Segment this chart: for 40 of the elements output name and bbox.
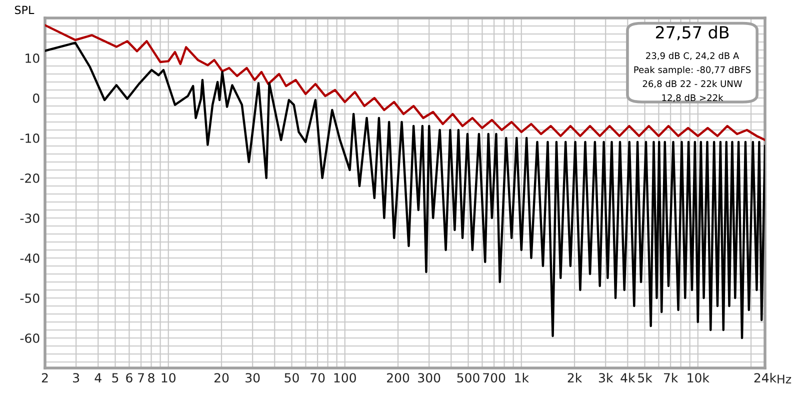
y-tick-label: 10 — [26, 53, 40, 63]
y-tick-label: -10 — [20, 133, 40, 143]
x-tick-label: 100 — [334, 373, 356, 383]
x-tick-label: 70 — [310, 373, 325, 383]
x-tick-label: 5k — [638, 372, 652, 383]
x-tick-label: 10 — [162, 373, 176, 383]
x-tick-label: 2 — [42, 373, 48, 382]
x-tick-label: 50 — [284, 373, 299, 383]
x-tick-label: 30 — [246, 373, 260, 383]
x-tick-label: 3k — [598, 372, 614, 383]
y-tick-label: -50 — [20, 293, 40, 303]
x-tick-label: 6 — [126, 373, 132, 383]
y-axis-title: SPL — [14, 6, 34, 14]
x-tick-label: 1k — [515, 372, 529, 382]
y-tick-label: -60 — [20, 333, 40, 343]
x-tick-label: 4k — [620, 372, 636, 382]
x-tick-label: 300 — [418, 373, 440, 383]
x-tick-label: 500 — [457, 373, 480, 383]
y-tick-label: -40 — [20, 253, 40, 263]
y-tick-label: -20 — [20, 173, 40, 183]
x-tick-label: 24k — [754, 372, 777, 382]
x-tick-label: 10k — [688, 372, 710, 383]
annotation: Peak sample: -80,77 dBFS — [634, 66, 751, 75]
x-tick-label: 3 — [73, 373, 80, 383]
x-axis-title: Hz — [778, 374, 792, 384]
y-tick-label: 0 — [33, 93, 40, 103]
x-tick-label: 7k — [664, 372, 678, 382]
x-tick-label: 2k — [568, 372, 582, 382]
annotation: 23,9 dB C, 24,2 dB A — [646, 52, 740, 60]
x-tick-label: 200 — [387, 373, 410, 383]
y-tick-label: -30 — [20, 213, 40, 223]
annotation: 26,8 dB 22 - 22k UNW — [642, 80, 742, 88]
x-tick-label: 7 — [138, 373, 144, 382]
x-tick-label: 700 — [483, 373, 506, 383]
x-tick-label: 8 — [148, 373, 154, 383]
x-tick-label: 5 — [112, 373, 118, 383]
x-tick-label: 4 — [94, 373, 102, 382]
x-tick-label: 20 — [214, 373, 229, 383]
annotation: 27,57 dB — [656, 26, 729, 40]
annotation: 12,8 dB >22k — [662, 94, 724, 102]
